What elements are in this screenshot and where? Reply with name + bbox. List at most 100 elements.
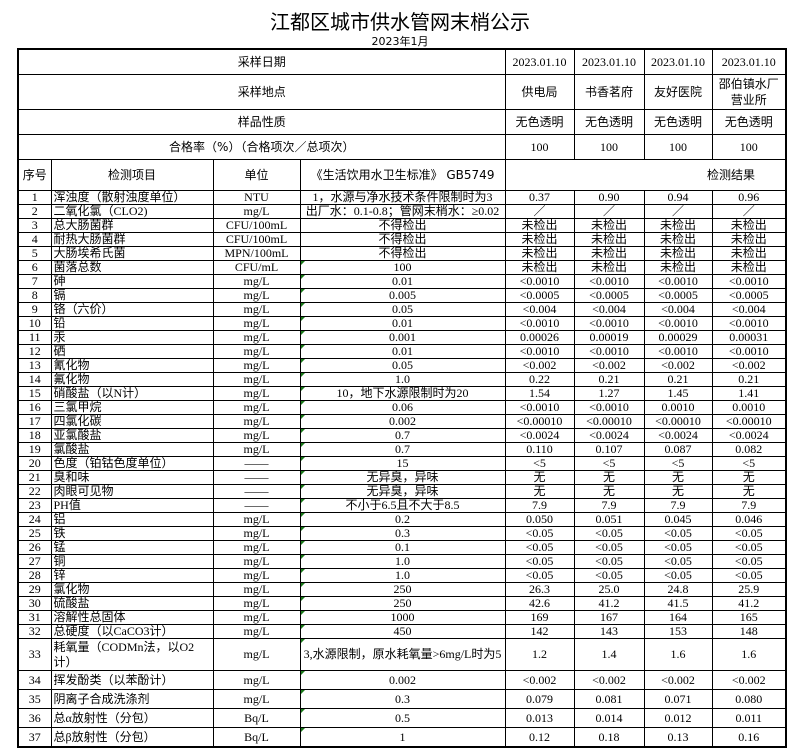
result-cell: 无 <box>573 484 645 499</box>
seq-cell: 8 <box>17 288 52 303</box>
result-cell: 41.5 <box>643 596 713 611</box>
table-row: 26 锰 mg/L 0.1 <0.05 <0.05 <0.05 <0.05 <box>17 540 787 555</box>
result-cell: 未检出 <box>573 260 645 275</box>
result-cell: <0.004 <box>643 302 713 317</box>
item-cell: 浑浊度（散射浊度单位） <box>50 190 214 205</box>
result-cell: <0.004 <box>573 302 645 317</box>
result-cell: 0.080 <box>711 689 787 709</box>
result-cell: 未检出 <box>643 260 713 275</box>
sample-nature: 无色透明 <box>573 109 645 135</box>
result-cell: <0.0024 <box>573 428 645 443</box>
table-row: 36 总α放射性（分包） Bq/L 0.5 0.013 0.014 0.012 0.011 <box>17 708 787 728</box>
item-cell: 氯酸盐 <box>50 442 214 457</box>
result-cell: 7.9 <box>711 498 787 513</box>
standard-cell: 0.01 <box>299 316 506 331</box>
pass-rate: 100 <box>643 134 713 160</box>
unit-cell: mg/L <box>212 386 301 401</box>
standard-cell: 100 <box>299 260 506 275</box>
result-cell: <0.00010 <box>643 414 713 429</box>
unit-cell: mg/L <box>212 689 301 709</box>
seq-cell: 33 <box>17 638 52 671</box>
standard-cell: 10，地下水源限制时为20 <box>299 386 506 401</box>
sample-site-row: 采样地点 供电局 书香茗府 友好医院 邵伯镇水厂营业所 <box>17 74 787 110</box>
result-cell: 无 <box>711 484 787 499</box>
seq-cell: 9 <box>17 302 52 317</box>
result-cell: <0.0010 <box>573 400 645 415</box>
table-row: 28 锌 mg/L 1.0 <0.05 <0.05 <0.05 <0.05 <box>17 568 787 583</box>
item-cell: 锌 <box>50 568 214 583</box>
result-cell: 0.011 <box>711 708 787 728</box>
unit-cell: Bq/L <box>212 708 301 728</box>
result-cell: <5 <box>504 456 575 471</box>
seq-cell: 15 <box>17 386 52 401</box>
result-cell: 24.8 <box>643 582 713 597</box>
standard-cell: 450 <box>299 624 506 639</box>
table-row: 21 臭和味 —— 无异臭，异味无无无无 <box>17 470 787 485</box>
unit-cell: mg/L <box>212 670 301 690</box>
result-cell: 无 <box>504 470 575 485</box>
result-cell: 26.3 <box>504 582 575 597</box>
item-cell: 耗氧量（CODMn法，以O2计） <box>50 638 214 671</box>
standard-cell: 1.0 <box>299 372 506 387</box>
result-cell: <0.05 <box>643 540 713 555</box>
table-row: 24 铝 mg/L 0.2 0.050 0.051 0.045 0.046 <box>17 512 787 527</box>
sample-nature-row: 样品性质 无色透明 无色透明 无色透明 无色透明 <box>17 109 787 135</box>
result-cell: 无 <box>643 470 713 485</box>
sample-site-label: 采样地点 <box>17 74 506 110</box>
result-cell: 0.051 <box>573 512 645 527</box>
result-cell: <0.0010 <box>643 274 713 289</box>
seq-cell: 16 <box>17 400 52 415</box>
result-cell: 未检出 <box>573 218 645 233</box>
seq-cell: 7 <box>17 274 52 289</box>
seq-cell: 20 <box>17 456 52 471</box>
seq-cell: 31 <box>17 610 52 625</box>
result-cell: <0.0010 <box>711 274 787 289</box>
seq-cell: 28 <box>17 568 52 583</box>
unit-cell: mg/L <box>212 624 301 639</box>
unit-cell: mg/L <box>212 554 301 569</box>
seq-cell: 4 <box>17 232 52 247</box>
result-cell: 7.9 <box>643 498 713 513</box>
standard-cell: 250 <box>299 582 506 597</box>
table-row: 5 大肠埃希氏菌 MPN/100mL 不得检出 未检出 未检出 未检出 未检出 <box>17 246 787 261</box>
unit-cell: mg/L <box>212 540 301 555</box>
result-cell: 未检出 <box>504 260 575 275</box>
result-cell: 0.21 <box>573 372 645 387</box>
result-cell: <0.05 <box>643 526 713 541</box>
item-cell: 总大肠菌群 <box>50 218 214 233</box>
result-cell: 0.00031 <box>711 330 787 345</box>
unit-cell: mg/L <box>212 428 301 443</box>
result-cell: <0.0024 <box>504 428 575 443</box>
result-cell: 0.12 <box>504 727 575 748</box>
standard-cell: 1，水源与净水技术条件限制时为3 <box>299 190 506 205</box>
result-cell: 未检出 <box>643 218 713 233</box>
result-cell: 0.079 <box>504 689 575 709</box>
sample-date: 2023.01.10 <box>504 48 575 75</box>
result-cell: 未检出 <box>711 232 787 247</box>
seq-cell: 17 <box>17 414 52 429</box>
result-cell: <0.002 <box>504 670 575 690</box>
result-cell: 1.4 <box>573 638 645 671</box>
result-cell: <0.0005 <box>711 288 787 303</box>
table-row: 10 铅 mg/L 0.01 <0.0010 <0.0010 <0.0010 <0.0010 <box>17 316 787 331</box>
unit-cell: mg/L <box>212 400 301 415</box>
table-row: 4 耐热大肠菌群 CFU/100mL 不得检出 未检出 未检出 未检出 未检出 <box>17 232 787 247</box>
result-cell: 未检出 <box>504 218 575 233</box>
seq-cell: 2 <box>17 204 52 219</box>
standard-cell: 250 <box>299 596 506 611</box>
seq-cell: 3 <box>17 218 52 233</box>
result-cell: <5 <box>643 456 713 471</box>
result-cell: 41.2 <box>711 596 787 611</box>
unit-cell: mg/L <box>212 274 301 289</box>
table-row: 35 阴离子合成洗涤剂 mg/L 0.3 0.079 0.081 0.071 0.080 <box>17 689 787 709</box>
seq-cell: 22 <box>17 484 52 499</box>
result-cell: 0.110 <box>504 442 575 457</box>
unit-cell: MPN/100mL <box>212 246 301 261</box>
pass-rate: 100 <box>573 134 645 160</box>
unit-cell: mg/L <box>212 442 301 457</box>
seq-cell: 27 <box>17 554 52 569</box>
result-cell: <0.0010 <box>504 316 575 331</box>
result-cell: 0.96 <box>711 190 787 205</box>
sample-date: 2023.01.10 <box>573 48 645 75</box>
seq-cell: 24 <box>17 512 52 527</box>
